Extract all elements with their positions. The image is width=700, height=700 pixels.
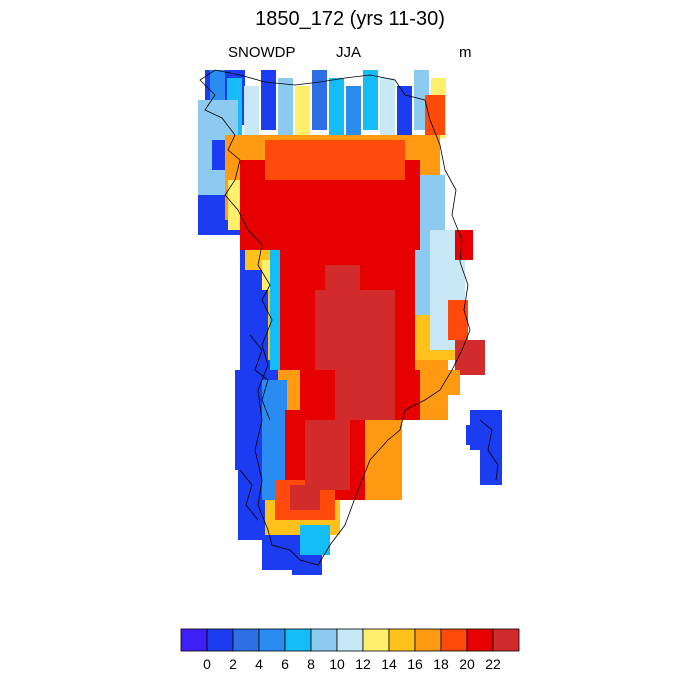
map-cell (295, 86, 310, 146)
map-cell (312, 70, 327, 130)
colorbar-tick-label: 14 (381, 656, 397, 672)
map-cell (380, 78, 395, 138)
map-cell (480, 450, 502, 485)
map-cell (455, 230, 473, 260)
map-cell (261, 70, 276, 130)
map-cell (455, 340, 485, 375)
map-cell (425, 95, 445, 135)
map-cell (315, 290, 395, 370)
map-cell (300, 525, 330, 555)
plot-title: 1850_172 (yrs 11-30) (255, 8, 445, 30)
map-cell (440, 370, 460, 395)
map-cell (335, 370, 395, 420)
map-cells (198, 70, 502, 575)
colorbar-tick-label: 10 (329, 656, 345, 672)
colorbar-tick-label: 20 (459, 656, 475, 672)
map-cell (290, 485, 320, 510)
colorbar-tick-label: 0 (203, 656, 211, 672)
map-cell (448, 300, 468, 340)
map-cell (329, 78, 344, 138)
colorbar-tick-label: 12 (355, 656, 371, 672)
units-label: m (459, 44, 472, 61)
map-cell (363, 70, 378, 130)
season-label: JJA (336, 44, 362, 61)
map-cell (278, 78, 293, 138)
map-cell (346, 86, 361, 146)
map-cell (305, 420, 350, 490)
map-cell (397, 86, 412, 146)
colorbar-tick-label: 22 (485, 656, 501, 672)
map-cell (244, 86, 259, 146)
colorbar-tick-label: 18 (433, 656, 449, 672)
map-cell (325, 265, 360, 295)
colorbar-tick-label: 6 (281, 656, 289, 672)
colorbar-tick-label: 8 (307, 656, 315, 672)
map-cell (265, 140, 405, 180)
coastline (199, 69, 499, 566)
colorbar-tick-label: 2 (229, 656, 237, 672)
colorbar-tick-label: 4 (255, 656, 263, 672)
variable-label: SNOWDP (228, 44, 296, 61)
colorbar-tick-label: 16 (407, 656, 423, 672)
map-cell (466, 425, 481, 445)
